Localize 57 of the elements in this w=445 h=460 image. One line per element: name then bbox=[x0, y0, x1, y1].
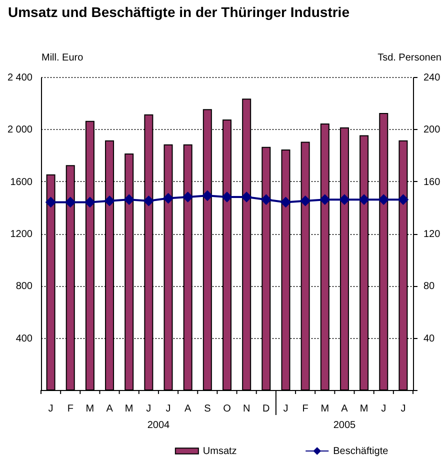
x-tick-label: F bbox=[67, 404, 74, 414]
point bbox=[280, 197, 291, 208]
x-tick-label: J bbox=[283, 404, 288, 414]
x-tick-label: O bbox=[223, 404, 232, 414]
x-tick-label: J bbox=[166, 404, 171, 414]
x-tick-label: N bbox=[242, 404, 250, 414]
x-tick-label: M bbox=[360, 404, 368, 414]
point bbox=[202, 190, 212, 201]
y2-tick-label: 120 bbox=[424, 229, 441, 240]
text: 2005 bbox=[333, 420, 356, 431]
point bbox=[124, 194, 134, 205]
chart-title: Umsatz und Beschäftigte in der Thüringer Industrie bbox=[8, 4, 350, 20]
x-tick-label: M bbox=[124, 404, 134, 414]
y-tick-label: 400 bbox=[16, 333, 33, 344]
point bbox=[300, 196, 310, 206]
x-tick-label: D bbox=[262, 404, 270, 414]
y2-axis-title: Tsd. Personen bbox=[378, 52, 442, 64]
x-tick-label: F bbox=[302, 404, 308, 414]
legend-label: Umsatz bbox=[202, 446, 237, 457]
point bbox=[182, 192, 193, 202]
x-tick-label: J bbox=[48, 404, 54, 414]
point bbox=[84, 197, 95, 208]
x-tick-label: M bbox=[86, 404, 94, 414]
point bbox=[359, 194, 370, 205]
point bbox=[378, 194, 389, 205]
point bbox=[398, 194, 408, 205]
point bbox=[320, 194, 330, 205]
y-axis-title: Mill. Euro bbox=[42, 52, 84, 64]
x-tick-label: A bbox=[341, 404, 348, 414]
text: 2004 bbox=[147, 420, 170, 431]
point bbox=[65, 197, 76, 208]
y2-tick-label: 240 bbox=[424, 72, 441, 84]
x-tick-label: A bbox=[184, 404, 192, 414]
point bbox=[163, 193, 174, 204]
y2-tick-label: 160 bbox=[424, 176, 441, 188]
y-tick-label: 800 bbox=[16, 281, 33, 292]
point bbox=[144, 196, 154, 206]
y-tick-label: 2 000 bbox=[7, 124, 33, 136]
x-tick-label: M bbox=[320, 404, 330, 414]
point bbox=[339, 194, 350, 205]
y-tick-label: 1600 bbox=[10, 176, 33, 188]
y2-tick-label: 200 bbox=[424, 124, 441, 136]
point bbox=[222, 192, 232, 202]
y-tick-label: 2 400 bbox=[7, 72, 33, 84]
x-tick-label: J bbox=[400, 404, 406, 414]
y2-tick-label: 40 bbox=[424, 333, 436, 344]
point bbox=[104, 196, 115, 206]
x-tick-label: J bbox=[381, 404, 386, 414]
legend-label: Beschäftigte bbox=[333, 446, 389, 457]
x-tick-label: S bbox=[204, 404, 212, 414]
x-tick-label: A bbox=[106, 404, 114, 414]
point bbox=[242, 192, 252, 202]
x-tick-label: J bbox=[146, 404, 152, 414]
point bbox=[261, 194, 272, 205]
y2-tick-label: 80 bbox=[424, 281, 436, 292]
y-tick-label: 1200 bbox=[10, 229, 33, 240]
point bbox=[46, 197, 56, 208]
